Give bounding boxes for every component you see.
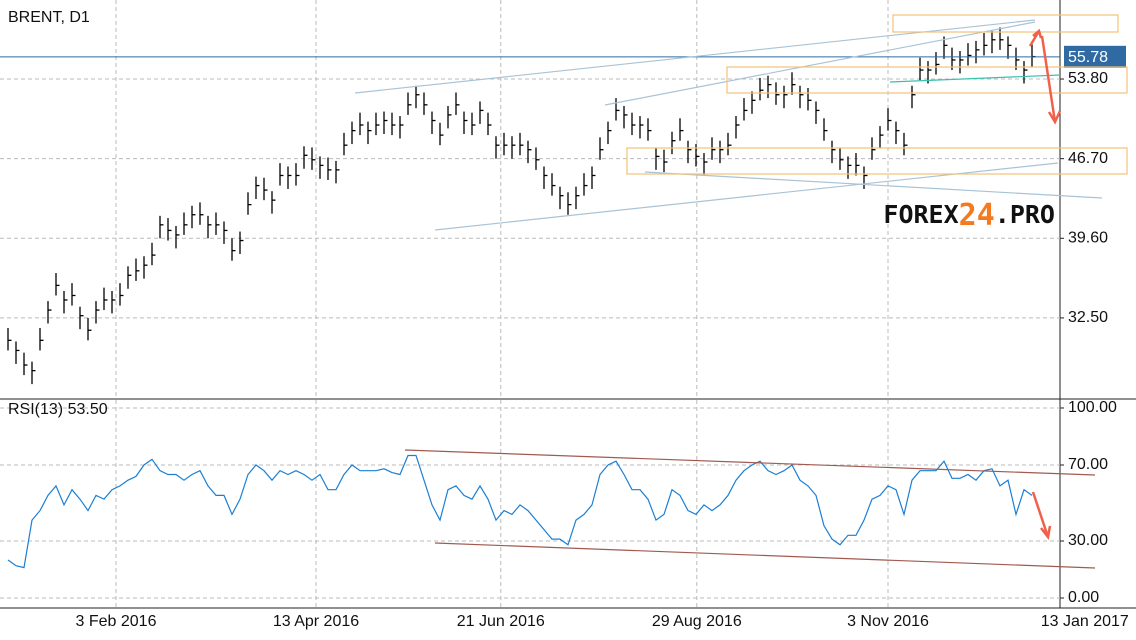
y-tick-label: 30.00: [1068, 532, 1108, 549]
rsi-channel: [404, 449, 1096, 476]
trend-line: [644, 171, 1103, 199]
chart-title: BRENT, D1: [8, 9, 90, 26]
y-tick-label: 53.80: [1068, 70, 1108, 87]
watermark: FOREX24.PRO: [883, 198, 1055, 233]
zone-box: [892, 14, 1119, 33]
y-tick-label: 70.00: [1068, 456, 1108, 473]
rsi-line: [7, 454, 1033, 569]
last-price-label: 55.78: [1068, 49, 1108, 66]
trend-line: [604, 21, 1036, 106]
rsi-channel: [434, 542, 1096, 569]
arrow: [1031, 491, 1052, 540]
x-tick-label: 29 Aug 2016: [652, 613, 742, 630]
zone-box: [726, 66, 1128, 94]
y-tick-label: 100.00: [1068, 399, 1117, 416]
watermark-part: FOREX: [883, 200, 958, 229]
arrow: [1028, 28, 1043, 47]
arrow: [1040, 35, 1062, 125]
watermark-part: .PRO: [995, 200, 1055, 229]
support-line: [889, 74, 1061, 83]
watermark-part: 24: [959, 198, 995, 233]
x-tick-label: 13 Jan 2017: [1041, 613, 1129, 630]
price-bars: [7, 27, 1036, 385]
y-tick-label: 39.60: [1068, 230, 1108, 247]
annotations: [354, 14, 1128, 569]
y-tick-label: 46.70: [1068, 150, 1108, 167]
y-tick-label: 32.50: [1068, 309, 1108, 326]
zone-box: [626, 147, 1128, 175]
x-tick-label: 13 Apr 2016: [273, 613, 359, 630]
y-tick-label: 0.00: [1068, 589, 1099, 606]
x-tick-label: 21 Jun 2016: [457, 613, 545, 630]
last-price-box: [1064, 45, 1126, 68]
x-tick-label: 3 Nov 2016: [847, 613, 929, 630]
indicator-title: RSI(13) 53.50: [8, 401, 108, 418]
x-tick-label: 3 Feb 2016: [76, 613, 157, 630]
